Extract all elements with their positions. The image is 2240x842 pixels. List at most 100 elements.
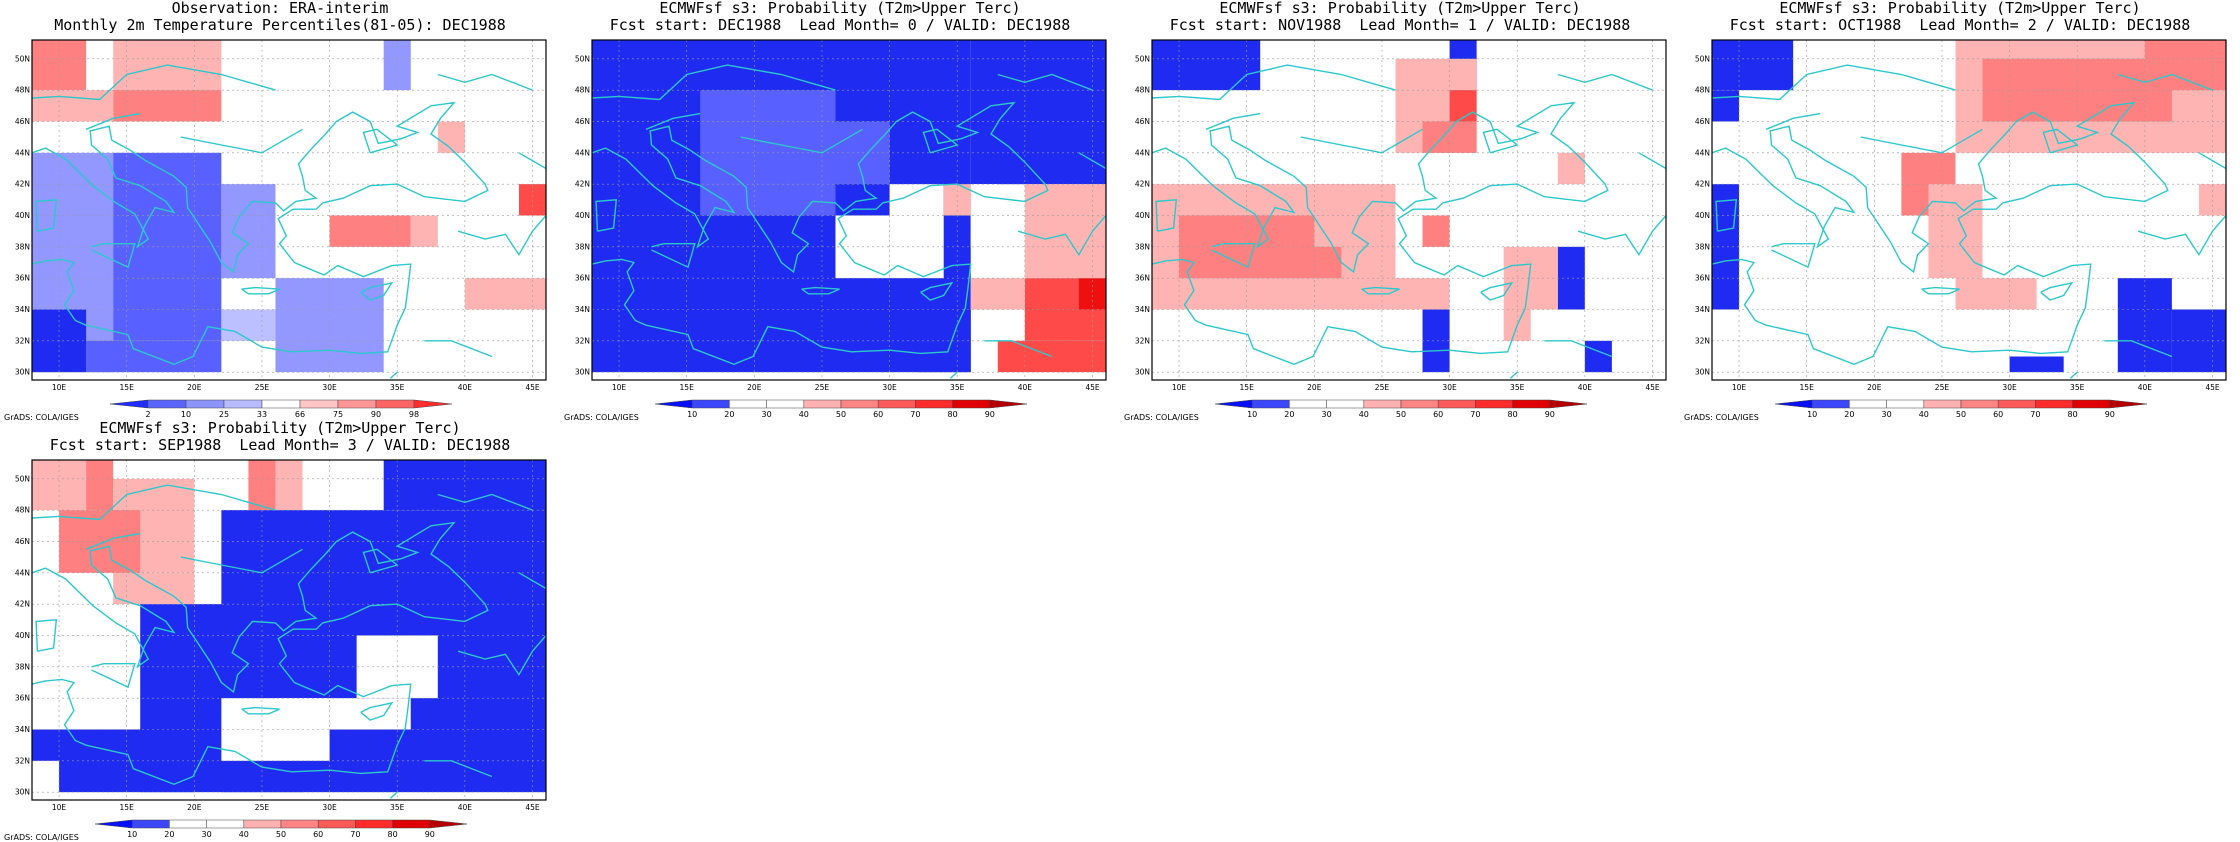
map-frame xyxy=(1151,39,1667,381)
panel-subtitle: Fcst start: SEP1988 Lead Month= 3 / VALI… xyxy=(49,436,511,454)
color-bar-swatch xyxy=(1289,399,1327,409)
color-bar-swatch xyxy=(1251,399,1290,409)
color-bar-label: 60 xyxy=(313,830,323,839)
coastline xyxy=(1860,128,1983,154)
grid-cell xyxy=(113,90,222,122)
color-bar-swatch xyxy=(952,399,991,409)
lon-label: 10E xyxy=(612,383,627,392)
grid-cell xyxy=(970,278,1025,310)
coastlines xyxy=(31,484,547,799)
lon-label: 30E xyxy=(882,383,897,392)
color-bar-label: 25 xyxy=(219,410,229,419)
coastlines xyxy=(1151,64,1667,379)
color-bar-label: 2 xyxy=(145,410,150,419)
grads-credit: GrADS: COLA/IGES xyxy=(4,833,79,842)
coastline xyxy=(645,112,701,130)
lat-label: 50N xyxy=(1695,54,1710,63)
color-bar-swatch xyxy=(337,399,377,409)
color-bar-label: 90 xyxy=(425,830,435,839)
lat-label: 30N xyxy=(1135,368,1150,377)
coastline xyxy=(1151,101,1609,366)
lon-label: 45E xyxy=(1645,383,1660,392)
grid-cell xyxy=(1557,246,1585,310)
lon-label: 45E xyxy=(1085,383,1100,392)
lon-label: 35E xyxy=(390,803,405,812)
graticule xyxy=(32,40,546,380)
color-bar-swatch xyxy=(766,399,805,409)
grid-cell xyxy=(1503,246,1558,310)
coastline xyxy=(1715,199,1738,232)
lat-label: 50N xyxy=(15,474,30,483)
color-bar-label: 98 xyxy=(409,410,419,419)
color-bar-label: 66 xyxy=(295,410,305,419)
color-bar-label: 20 xyxy=(724,410,734,419)
lat-label: 48N xyxy=(15,86,30,95)
lon-label: 20E xyxy=(187,383,202,392)
panel-title: ECMWFsf s3: Probability (T2m>Upper Terc) xyxy=(659,0,1021,17)
color-bar-label: 33 xyxy=(257,410,267,419)
grid-cell xyxy=(1152,40,1261,91)
color-bar-label: 10 xyxy=(181,410,191,419)
color-bar-label: 40 xyxy=(1359,410,1369,419)
coastlines xyxy=(591,64,1107,379)
lat-label: 40N xyxy=(1695,211,1710,220)
grid-cell xyxy=(1422,215,1450,247)
lat-label: 40N xyxy=(575,211,590,220)
lat-label: 50N xyxy=(575,54,590,63)
lat-label: 38N xyxy=(575,242,590,251)
lon-label: 45E xyxy=(525,383,540,392)
grads-credit: GrADS: COLA/IGES xyxy=(1684,413,1759,422)
lat-label: 48N xyxy=(575,86,590,95)
coastline xyxy=(35,619,58,652)
lon-label: 15E xyxy=(120,803,135,812)
lat-label: 42N xyxy=(1695,180,1710,189)
lat-label: 48N xyxy=(15,506,30,515)
lat-label: 46N xyxy=(1135,117,1150,126)
lat-label: 36N xyxy=(1135,274,1150,283)
color-bar-label: 90 xyxy=(1545,410,1555,419)
color-bar-label: 10 xyxy=(1247,410,1257,419)
color-bar-swatch xyxy=(1475,399,1513,409)
coastline xyxy=(1300,128,1423,154)
graticule xyxy=(592,40,1106,380)
color-bar-swatch xyxy=(1400,399,1439,409)
grid-cell xyxy=(1449,90,1477,122)
panel-lead-month-3: ECMWFsf s3: Probability (T2m>Upper Terc)… xyxy=(0,420,560,842)
panel-lead-month-2: ECMWFsf s3: Probability (T2m>Upper Terc)… xyxy=(1680,0,2240,422)
lat-label: 30N xyxy=(15,368,30,377)
coastline xyxy=(2104,340,2173,358)
lon-label: 15E xyxy=(1240,383,1255,392)
lat-label: 38N xyxy=(15,242,30,251)
coastline xyxy=(1361,286,1400,295)
lon-label: 35E xyxy=(2070,383,2085,392)
lon-label: 25E xyxy=(1935,383,1950,392)
lon-label: 40E xyxy=(1018,383,1033,392)
color-bar-label: 70 xyxy=(350,830,360,839)
coastline xyxy=(31,64,276,101)
lon-label: 30E xyxy=(322,383,337,392)
grid-cell xyxy=(194,40,222,91)
coastline xyxy=(241,286,280,295)
lat-label: 38N xyxy=(1135,242,1150,251)
color-bar-swatch xyxy=(413,399,453,409)
coastline xyxy=(2042,128,2079,154)
coastline xyxy=(457,215,547,257)
coastline xyxy=(437,493,533,511)
color-bar-swatch xyxy=(840,399,879,409)
grid-cell xyxy=(1712,40,1794,91)
lon-label: 45E xyxy=(525,803,540,812)
coastline xyxy=(2117,73,2213,91)
lat-label: 40N xyxy=(15,631,30,640)
color-bar-label: 60 xyxy=(1433,410,1443,419)
lon-label: 10E xyxy=(52,383,67,392)
coastline xyxy=(180,548,303,574)
color-bar-label: 80 xyxy=(1508,410,1518,419)
lat-label: 34N xyxy=(15,305,30,314)
color-bar-label: 90 xyxy=(985,410,995,419)
panel-observation: Observation: ERA-interim Monthly 2m Temp… xyxy=(0,0,560,422)
coastline xyxy=(31,484,276,521)
lat-label: 32N xyxy=(15,336,30,345)
anomaly-cells xyxy=(592,40,1106,373)
color-bar-swatch xyxy=(877,399,916,409)
grads-credit: GrADS: COLA/IGES xyxy=(1124,413,1199,422)
